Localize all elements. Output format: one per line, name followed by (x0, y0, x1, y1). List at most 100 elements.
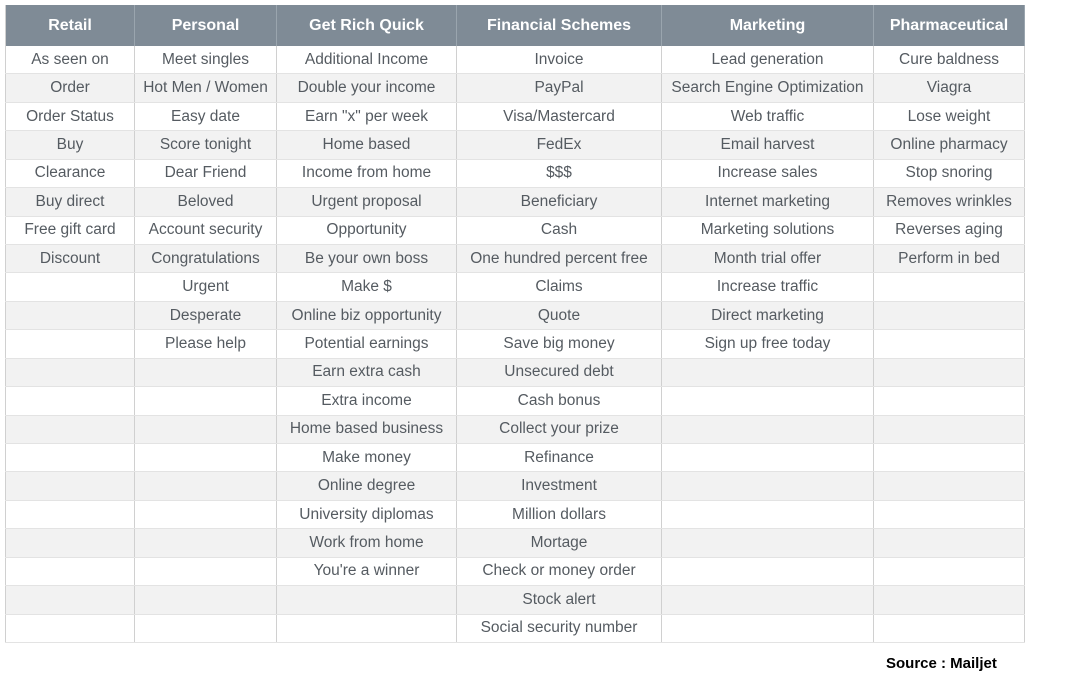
table-cell: Increase traffic (662, 273, 874, 301)
table-cell: Potential earnings (277, 330, 457, 358)
empty-cell (874, 444, 1025, 472)
table-cell: Get Rich Quick (277, 5, 457, 46)
table-row: Make money Refinance (5, 444, 1025, 473)
table-row: Stock alert (5, 586, 1025, 615)
table-cell: Desperate (135, 301, 277, 330)
empty-cell (662, 557, 874, 586)
empty-cell (662, 529, 874, 557)
empty-cell (874, 614, 1025, 642)
table-cell: Order (5, 74, 135, 102)
table-row: University diplomas Million dollars (5, 500, 1025, 530)
table-row: Urgent Make $ Claims Increase traffic (5, 273, 1025, 302)
table-cell: Investment (457, 472, 662, 500)
table-row: Online degree Investment (5, 472, 1025, 501)
table-cell: Beloved (135, 188, 277, 216)
table-cell: Earn extra cash (277, 358, 457, 387)
table-cell: Double your income (277, 74, 457, 102)
table-row: Please help Potential earnings Save big mo… (5, 330, 1025, 359)
table-cell: Dear Friend (135, 159, 277, 188)
table-cell: Stop snoring (874, 159, 1025, 188)
table-cell: Removes wrinkles (874, 188, 1025, 216)
table-cell: Hot Men / Women (135, 74, 277, 102)
table-row: Order Hot Men / Women Double your income Pa… (5, 74, 1025, 103)
empty-cell (662, 500, 874, 529)
empty-cell (874, 500, 1025, 529)
table-cell: Clearance (5, 159, 135, 188)
table-row: Desperate Online biz opportunity Quote Dire… (5, 301, 1025, 331)
table-cell: Cure baldness (874, 46, 1025, 74)
empty-cell (5, 330, 135, 358)
table-cell: Claims (457, 273, 662, 301)
table-cell: Email harvest (662, 131, 874, 159)
table-cell: Meet singles (135, 46, 277, 74)
empty-cell (874, 273, 1025, 301)
table-row: Buy Score tonight Home based FedEx Email har… (5, 131, 1025, 160)
table-cell: One hundred percent free (457, 245, 662, 273)
header-row: Retail Personal Get Rich Quick Financial Sc… (5, 5, 1025, 46)
table-cell: Invoice (457, 46, 662, 74)
table-cell: Perform in bed (874, 245, 1025, 273)
table-cell: Order Status (5, 102, 135, 131)
table-cell: PayPal (457, 74, 662, 102)
table-row: Earn extra cash Unsecured debt (5, 358, 1025, 388)
table-cell: Million dollars (457, 500, 662, 529)
table-cell: University diplomas (277, 500, 457, 529)
table-cell: Work from home (277, 529, 457, 557)
table-cell: Increase sales (662, 159, 874, 188)
table-cell: Buy (5, 131, 135, 159)
empty-cell (874, 358, 1025, 387)
empty-cell (5, 273, 135, 301)
table-cell: Unsecured debt (457, 358, 662, 387)
table-cell: Marketing solutions (662, 216, 874, 244)
table-cell: Viagra (874, 74, 1025, 102)
empty-cell (135, 557, 277, 586)
table-cell: Discount (5, 245, 135, 273)
empty-cell (662, 358, 874, 387)
empty-cell (277, 614, 457, 642)
table-cell: Web traffic (662, 102, 874, 131)
empty-cell (874, 557, 1025, 586)
table-cell: Congratulations (135, 245, 277, 273)
table-cell: Please help (135, 330, 277, 358)
table-cell: Score tonight (135, 131, 277, 159)
table-row: Extra income Cash bonus (5, 387, 1025, 416)
table-cell: Additional Income (277, 46, 457, 74)
table-cell: Make $ (277, 273, 457, 301)
empty-cell (135, 500, 277, 529)
table-cell: $$$ (457, 159, 662, 188)
empty-cell (874, 330, 1025, 358)
empty-cell (874, 387, 1025, 415)
table-cell: Quote (457, 301, 662, 330)
empty-cell (874, 415, 1025, 443)
empty-cell (874, 301, 1025, 330)
table-cell: Cash (457, 216, 662, 244)
table-cell: Refinance (457, 444, 662, 472)
empty-cell (662, 387, 874, 415)
table-cell: Online degree (277, 472, 457, 500)
table-row: Buy direct Beloved Urgent proposal Benefici… (5, 188, 1025, 217)
table-cell: You're a winner (277, 557, 457, 586)
table-cell: Income from home (277, 159, 457, 188)
table-cell: Sign up free today (662, 330, 874, 358)
table-cell: Urgent (135, 273, 277, 301)
table-cell: Be your own boss (277, 245, 457, 273)
empty-cell (135, 387, 277, 415)
empty-cell (135, 472, 277, 500)
empty-cell (5, 529, 135, 557)
empty-cell (135, 444, 277, 472)
table-cell: Extra income (277, 387, 457, 415)
empty-cell (662, 614, 874, 642)
empty-cell (5, 614, 135, 642)
empty-cell (135, 614, 277, 642)
table-cell: Easy date (135, 102, 277, 131)
table-cell: Urgent proposal (277, 188, 457, 216)
empty-cell (662, 472, 874, 500)
table-cell: Online pharmacy (874, 131, 1025, 159)
table-cell: Account security (135, 216, 277, 244)
table-cell: Free gift card (5, 216, 135, 244)
table-cell: Home based business (277, 415, 457, 443)
table-cell: Collect your prize (457, 415, 662, 443)
table-row: As seen on Meet singles Additional Income I… (5, 46, 1025, 75)
source-note: Source : Mailjet (886, 655, 997, 672)
